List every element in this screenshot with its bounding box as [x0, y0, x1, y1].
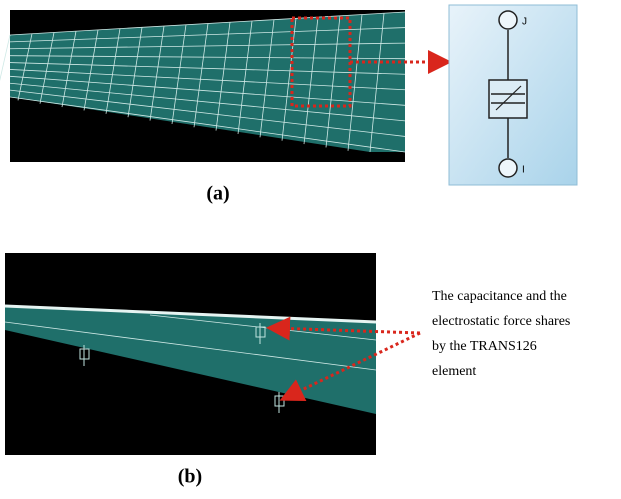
- node-label: J: [522, 17, 527, 28]
- figure: J I (a) The capacitance and the electros…: [0, 0, 621, 494]
- panel-label: (b): [178, 466, 202, 488]
- node-label: I: [522, 165, 525, 176]
- annotation: element: [432, 364, 476, 379]
- annotation: The capacitance and the: [432, 289, 567, 304]
- panel-label: (a): [206, 183, 229, 205]
- page: J I (a) The capacitance and the electros…: [0, 0, 621, 499]
- mesh-line: [0, 35, 10, 97]
- node: [499, 11, 517, 29]
- annotation: electrostatic force shares: [432, 314, 570, 329]
- node: [499, 159, 517, 177]
- annotation: by the TRANS126: [432, 339, 537, 354]
